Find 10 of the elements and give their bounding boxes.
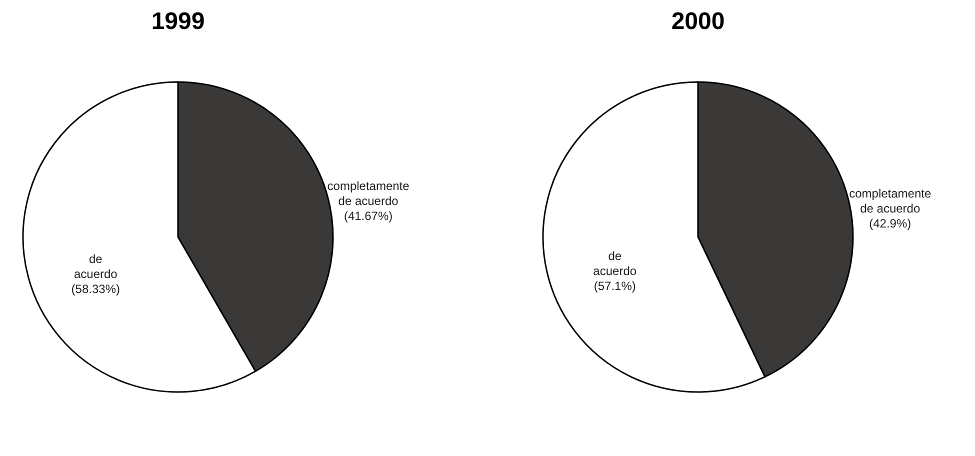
chart-title: 1999 <box>151 8 205 35</box>
slice-label: completamente de acuerdo <box>327 179 410 208</box>
slice-label: de acuerdo <box>74 252 118 282</box>
data-label: (42.9%) <box>869 216 912 230</box>
slice-label: de acuerdo <box>593 248 637 278</box>
data-label: (57.1%) <box>594 278 636 293</box>
chart-title: 2000 <box>671 8 725 35</box>
data-label: (41.67%) <box>344 209 393 224</box>
data-label: (58.33%) <box>71 282 120 296</box>
slice-label: completamente de acuerdo <box>849 186 932 216</box>
